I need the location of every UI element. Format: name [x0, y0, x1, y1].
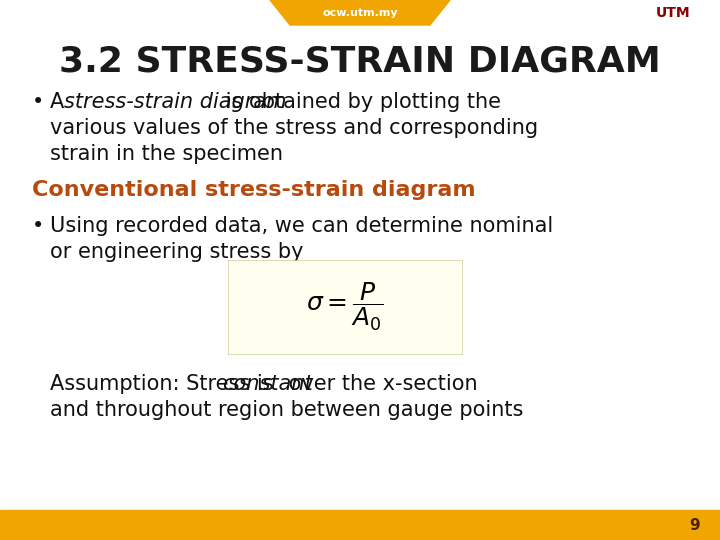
- Bar: [0, 510, 720, 540]
- Text: over the x-section: over the x-section: [282, 374, 477, 394]
- Text: •: •: [32, 216, 44, 236]
- Text: A: A: [50, 92, 71, 112]
- Text: various values of the stress and corresponding: various values of the stress and corresp…: [50, 118, 538, 138]
- Text: constant: constant: [222, 374, 312, 394]
- Text: UTM: UTM: [655, 6, 690, 20]
- Text: stress-strain diagram: stress-strain diagram: [64, 92, 287, 112]
- Text: $\sigma = \dfrac{P}{A_0}$: $\sigma = \dfrac{P}{A_0}$: [306, 281, 384, 333]
- Text: or engineering stress by: or engineering stress by: [50, 242, 304, 262]
- Text: strain in the specimen: strain in the specimen: [50, 144, 283, 164]
- Text: 3.2 STRESS-STRAIN DIAGRAM: 3.2 STRESS-STRAIN DIAGRAM: [59, 45, 661, 79]
- Text: Conventional stress-strain diagram: Conventional stress-strain diagram: [32, 180, 476, 200]
- Text: and throughout region between gauge points: and throughout region between gauge poin…: [50, 400, 523, 420]
- Text: is obtained by plotting the: is obtained by plotting the: [219, 92, 501, 112]
- Text: 9: 9: [689, 517, 700, 532]
- Text: •: •: [32, 92, 44, 112]
- Text: Using recorded data, we can determine nominal: Using recorded data, we can determine no…: [50, 216, 553, 236]
- Text: Assumption: Stress is: Assumption: Stress is: [50, 374, 280, 394]
- Polygon shape: [270, 0, 450, 25]
- Text: ocw.utm.my: ocw.utm.my: [322, 8, 398, 18]
- FancyBboxPatch shape: [228, 260, 462, 354]
